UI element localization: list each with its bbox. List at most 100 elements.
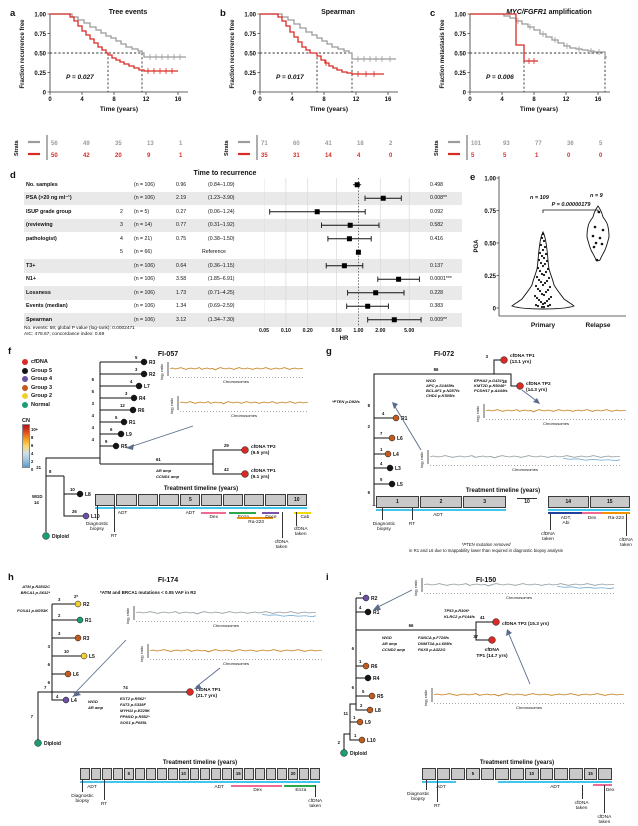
adt-bar-late [548,509,630,511]
cna-profile-plot-tp2: log₂ ratio Chromosomes [159,362,303,384]
cna-profile-plot-tp1: log₂ ratio Chromosomes [169,396,308,418]
cna-profile-plot-tp2: log₂ ratio Chromosomes [475,404,626,426]
svg-text:L6: L6 [397,436,403,442]
km-chart-a: a Tree events Fraction recurrence free 1… [8,4,210,166]
forest-x-axis: 0.05 0.10 0.20 0.50 1.00 2.00 5.00 [264,328,424,336]
svg-text:SOS1 p.P655L: SOS1 p.P655L [120,720,148,725]
timeline-bars: ADT ADT Dex Enza Diagnostic biopsy RT cf… [80,780,320,826]
y-axis-ticks: 1.00 0.75 0.50 0.25 0 [454,13,470,97]
p-value: P = 0.027 [66,74,94,81]
panel-km-tree-events: a Tree events Fraction recurrence free 1… [8,4,210,166]
svg-text:2: 2 [58,613,61,618]
biopsy-marker [97,506,98,520]
svg-text:1.00: 1.00 [244,13,256,19]
svg-text:16: 16 [385,97,392,103]
svg-text:4: 4 [92,425,95,430]
timeline-year-box [113,768,123,780]
svg-text:Chromosomes: Chromosomes [512,467,538,472]
biopsy-marker [426,780,427,790]
tree-annotations: ATM p.R2832C BRCA1 p.S632* FOXA1 p.M253K… [17,584,221,725]
svg-text:74: 74 [123,685,128,690]
svg-text:0.75: 0.75 [484,209,496,215]
svg-text:5: 5 [135,355,138,360]
svg-text:8: 8 [532,97,536,103]
svg-text:2: 2 [360,703,363,708]
svg-text:0.25: 0.25 [484,274,496,280]
svg-text:(21.7 yrs): (21.7 yrs) [196,693,217,699]
svg-text:16: 16 [595,97,602,103]
svg-text:L4: L4 [71,698,77,704]
svg-text:31: 31 [293,153,300,159]
svg-text:4: 4 [92,413,95,418]
timeline-year-box [222,768,232,780]
svg-text:50: 50 [51,153,58,159]
forest-plot-area [264,178,424,327]
svg-text:0.50: 0.50 [484,242,496,248]
timeline-year-box [255,768,265,780]
svg-text:5: 5 [362,689,365,694]
violin-points-relapse [592,211,605,262]
timeline-year-box [310,768,320,780]
x-axis-ticks: 0 4 8 12 16 [48,92,182,103]
cfdna-taken-marker [315,785,316,797]
svg-text:0.50: 0.50 [454,52,466,58]
timeline-year-box: 1 [376,496,419,508]
svg-text:AR amp: AR amp [381,641,398,646]
dex-bar [231,785,281,787]
svg-text:3: 3 [125,391,128,396]
cfdna-taken-marker [296,512,297,526]
svg-text:(14.3 yrs): (14.3 yrs) [526,387,547,393]
cfdna-tp1-label: cfDNA TP1 [251,468,276,474]
svg-text:1.00: 1.00 [34,13,46,19]
svg-text:8: 8 [322,97,326,103]
rt-marker [114,506,115,532]
panel-label-a: a [10,8,16,19]
timeline-year-box [159,494,179,506]
svg-text:R6: R6 [138,408,145,414]
timeline-year-box: 3 [463,496,506,508]
svg-text:0: 0 [493,307,497,313]
svg-text:log₂ ratio: log₂ ratio [125,607,130,624]
timeline-year-box: 10 [179,768,189,780]
timeline-year-box [540,768,554,780]
timeline-year-box: 5 [466,768,480,780]
svg-text:7: 7 [31,714,34,719]
svg-text:4: 4 [359,605,362,610]
timeline-year-box [102,768,112,780]
svg-text:1.00: 1.00 [484,177,496,183]
panel-label-c: c [430,8,435,19]
svg-text:4: 4 [500,97,504,103]
forest-gridlines [264,178,409,327]
svg-text:R3: R3 [83,636,90,642]
svg-text:R1: R1 [129,420,136,426]
abi-bar [548,512,582,514]
timeline-year-box [451,768,465,780]
cna-profile-plot-gray: log₂ ratio Chromosomes [413,578,614,600]
svg-text:4: 4 [80,97,84,103]
timeline-year-box [91,768,101,780]
svg-text:37: 37 [473,634,478,639]
km-curve-gray [50,14,186,57]
tree-annotations: AR amp CCND1 amp cfDNA TP2 (9.5 yrs) cfD… [155,444,276,480]
rt-marker [437,780,438,802]
svg-text:35: 35 [261,153,268,159]
cfdna-taken-marker [550,514,551,530]
svg-text:42: 42 [83,153,90,159]
svg-text:4: 4 [56,694,59,699]
chart-title: Spearman [321,9,355,16]
svg-text:ATM p.R2832C: ATM p.R2832C [21,584,50,589]
svg-text:Chromosomes: Chromosomes [223,661,249,666]
svg-text:CCND1 amp: CCND1 amp [156,474,180,479]
svg-text:AR amp: AR amp [87,705,104,710]
km-chart-b: b Spearman Fraction recurrence free 1.00… [218,4,420,166]
p-value: P = 0.006 [486,74,514,81]
svg-text:0: 0 [599,153,603,159]
svg-text:PCDH17 p.A444fs: PCDH17 p.A444fs [474,388,508,393]
svg-text:3: 3 [135,367,138,372]
cfdna-tp2-label: cfDNA TP2 [251,444,276,450]
adt-bar-early [422,781,456,783]
